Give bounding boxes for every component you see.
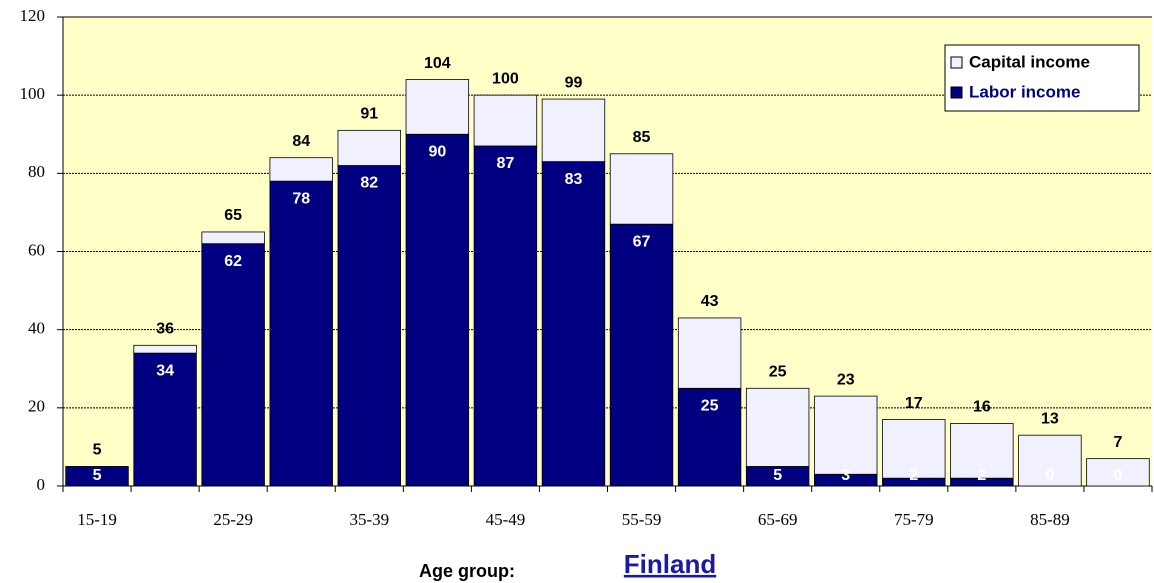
labor-value-label: 62 <box>224 253 242 270</box>
capital-bar <box>337 129 401 166</box>
x-tick-label: 45-49 <box>486 510 526 529</box>
x-tick-label: 15-19 <box>77 510 117 529</box>
total-label: 100 <box>492 70 519 87</box>
labor-value-label: 2 <box>977 467 986 484</box>
capital-bar <box>609 153 674 225</box>
capital-bar <box>950 423 1014 479</box>
total-label: 17 <box>905 395 923 412</box>
y-tick-label: 100 <box>20 84 46 103</box>
labor-value-label: 0 <box>1045 467 1054 484</box>
labor-value-label: 5 <box>93 467 102 484</box>
country-link[interactable]: Finland <box>624 549 716 579</box>
capital-bar <box>269 157 333 182</box>
x-tick-label: 65-69 <box>758 510 798 529</box>
total-label: 23 <box>837 371 855 388</box>
labor-value-label: 25 <box>701 398 719 415</box>
total-label: 16 <box>973 399 991 416</box>
capital-bar <box>882 419 946 479</box>
labor-value-label: 90 <box>428 143 446 160</box>
labor-bar <box>133 352 197 487</box>
labor-bar <box>405 133 470 487</box>
x-tick-label: 55-59 <box>622 510 662 529</box>
total-label: 91 <box>360 106 378 123</box>
y-tick-label: 80 <box>28 162 45 181</box>
total-label: 5 <box>93 442 102 459</box>
capital-bar <box>201 231 265 245</box>
capital-bar <box>814 395 878 475</box>
x-tick-label: 25-29 <box>213 510 253 529</box>
x-tick-label: 35-39 <box>349 510 389 529</box>
x-tick-label: 85-89 <box>1030 510 1070 529</box>
capital-bar <box>677 317 742 389</box>
total-label: 7 <box>1114 434 1123 451</box>
y-tick-label: 0 <box>37 475 46 494</box>
capital-bar <box>405 79 470 135</box>
y-tick-label: 60 <box>28 240 45 259</box>
capital-bar <box>473 94 538 147</box>
y-tick-label: 120 <box>20 6 46 25</box>
labor-bar <box>473 145 538 487</box>
capital-bar <box>1086 458 1150 487</box>
total-label: 36 <box>156 321 174 338</box>
total-label: 84 <box>292 133 310 150</box>
labor-bar <box>201 243 265 487</box>
total-label: 25 <box>769 364 787 381</box>
labor-value-label: 87 <box>497 155 515 172</box>
labor-value-label: 5 <box>773 467 782 484</box>
labor-bar <box>609 223 674 487</box>
y-tick-label: 40 <box>28 319 45 338</box>
legend-swatch <box>950 56 963 69</box>
labor-bar <box>269 180 333 487</box>
y-tick-label: 20 <box>28 397 45 416</box>
labor-bar <box>541 161 606 487</box>
x-tick-label: 75-79 <box>894 510 934 529</box>
legend-label: Labor income <box>969 82 1080 101</box>
labor-bar <box>337 165 401 487</box>
total-label: 99 <box>565 74 583 91</box>
capital-bar <box>541 98 606 163</box>
total-label: 85 <box>633 129 651 146</box>
capital-bar <box>133 344 197 354</box>
legend-label: Capital income <box>969 52 1090 71</box>
capital-bar <box>1018 434 1082 487</box>
labor-value-label: 67 <box>633 233 651 250</box>
total-label: 43 <box>701 293 719 310</box>
labor-bar <box>65 466 129 487</box>
labor-value-label: 82 <box>360 175 378 192</box>
labor-value-label: 0 <box>1114 467 1123 484</box>
legend-swatch <box>950 86 963 99</box>
capital-bar <box>745 387 810 467</box>
total-label: 65 <box>224 207 242 224</box>
labor-value-label: 2 <box>909 467 918 484</box>
labor-value-label: 34 <box>156 362 174 379</box>
labor-value-label: 83 <box>565 171 583 188</box>
total-label: 104 <box>424 55 451 72</box>
x-axis-label: Age group: <box>419 561 515 581</box>
labor-bar <box>677 387 742 487</box>
labor-value-label: 78 <box>292 190 310 207</box>
labor-value-label: 3 <box>841 467 850 484</box>
total-label: 13 <box>1041 410 1059 427</box>
legend-box <box>944 44 1140 112</box>
